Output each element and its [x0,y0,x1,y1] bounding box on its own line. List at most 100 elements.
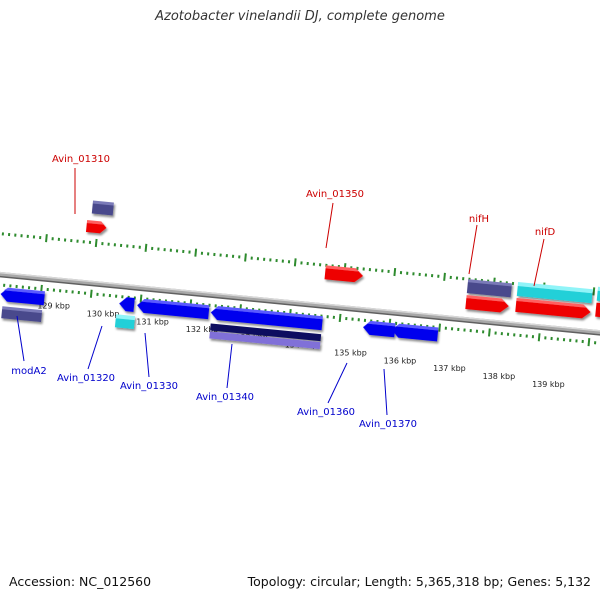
minor-tick [96,292,99,296]
gene-feature-avin-01340-navy[interactable] [210,323,322,342]
gene-feature-nifk[interactable] [595,302,600,320]
minor-tick [581,339,584,344]
minor-tick [59,289,62,293]
gene-label-avin-01310[interactable]: Avin_01310 [52,154,110,165]
minor-tick [83,291,87,295]
minor-tick [374,268,378,272]
minor-tick [119,243,123,248]
minor-tick [132,245,135,249]
minor-tick [70,238,73,243]
gene-feature-avin-01320[interactable] [119,297,135,312]
minor-tick [157,247,160,251]
minor-tick [169,248,172,252]
minor-tick [475,329,479,333]
minor-tick [506,332,510,336]
gene-label-avin-01330[interactable]: Avin_01330 [120,381,178,392]
minor-tick [9,284,12,288]
minor-tick [511,281,515,286]
major-tick [443,272,446,281]
major-tick [293,258,297,267]
minor-tick [182,249,185,254]
tick-label: 138 kbp [483,372,516,381]
minor-tick [418,272,421,277]
tick-label: 132 kbp [186,325,219,334]
gene-label-moda2[interactable]: modA2 [11,366,46,377]
major-tick [438,323,442,332]
major-tick [537,333,541,342]
gene-feature-avin-01340-lavender[interactable] [209,331,321,350]
minor-tick [482,330,485,334]
minor-tick [544,336,547,340]
minor-tick [525,334,528,338]
minor-tick [39,235,42,240]
major-tick [94,238,98,248]
minor-tick [231,254,235,258]
minor-tick [115,294,118,298]
gene-label-avin-01340[interactable]: Avin_01340 [196,392,254,403]
gene-label-avin-01320[interactable]: Avin_01320 [57,373,115,384]
minor-tick [269,258,272,262]
minor-tick [357,318,360,322]
minor-tick [225,254,228,258]
major-tick [194,248,198,257]
major-tick [89,289,93,298]
minor-tick [449,275,452,280]
gene-label-nifd[interactable]: nifD [535,227,556,238]
minor-tick [32,235,36,239]
major-tick [144,243,148,252]
minor-tick [57,237,61,241]
minor-tick [381,269,384,273]
tick-label: 135 kbp [334,349,367,358]
minor-tick [1,232,5,236]
gene-feature-avin-01340[interactable] [210,305,323,331]
minor-tick [455,276,459,280]
minor-tick [151,246,154,251]
minor-tick [188,250,191,254]
minor-tick [207,252,210,256]
major-tick [338,313,342,323]
tick-label: 130 kbp [87,309,120,318]
genome-stats-label: Topology: circular; Length: 5,365,318 bp… [247,574,591,589]
gene-label-nifh[interactable]: nifH [469,214,489,225]
minor-tick [531,335,535,339]
minor-tick [469,329,472,333]
minor-tick [113,243,116,247]
minor-tick [121,295,124,299]
minor-tick [3,283,6,287]
figure-title: Azotobacter vinelandii DJ, complete geno… [155,9,445,24]
minor-tick [593,341,597,345]
minor-tick [108,293,112,298]
minor-tick [326,315,329,319]
major-tick [592,287,596,296]
major-tick [139,294,143,303]
minor-tick [21,285,24,289]
minor-tick [345,316,348,321]
minor-tick [287,260,291,264]
gene-label-avin-01360[interactable]: Avin_01360 [297,407,355,418]
minor-tick [82,240,85,244]
minor-tick [26,234,29,238]
tick-label: 129 kbp [37,302,70,311]
gene-label-avin-01350[interactable]: Avin_01350 [306,189,364,200]
minor-tick [356,266,359,270]
minor-tick [494,331,497,335]
tick-label: 136 kbp [384,356,417,365]
minor-tick [362,267,365,271]
minor-tick [437,274,440,278]
gene-label-avin-01370[interactable]: Avin_01370 [359,419,417,430]
minor-tick [14,233,17,237]
accession-label: Accession: NC_012560 [9,574,152,589]
minor-tick [34,286,37,290]
minor-tick [163,248,166,252]
minor-tick [550,336,553,341]
minor-tick [214,304,217,308]
minor-tick [102,293,105,297]
gene-feature-nifd[interactable] [515,297,591,319]
minor-tick [256,257,260,261]
minor-tick [51,237,54,241]
minor-tick [300,261,303,265]
major-tick [488,328,491,337]
minor-tick [500,332,503,336]
minor-tick [569,338,572,342]
minor-tick [46,287,49,292]
